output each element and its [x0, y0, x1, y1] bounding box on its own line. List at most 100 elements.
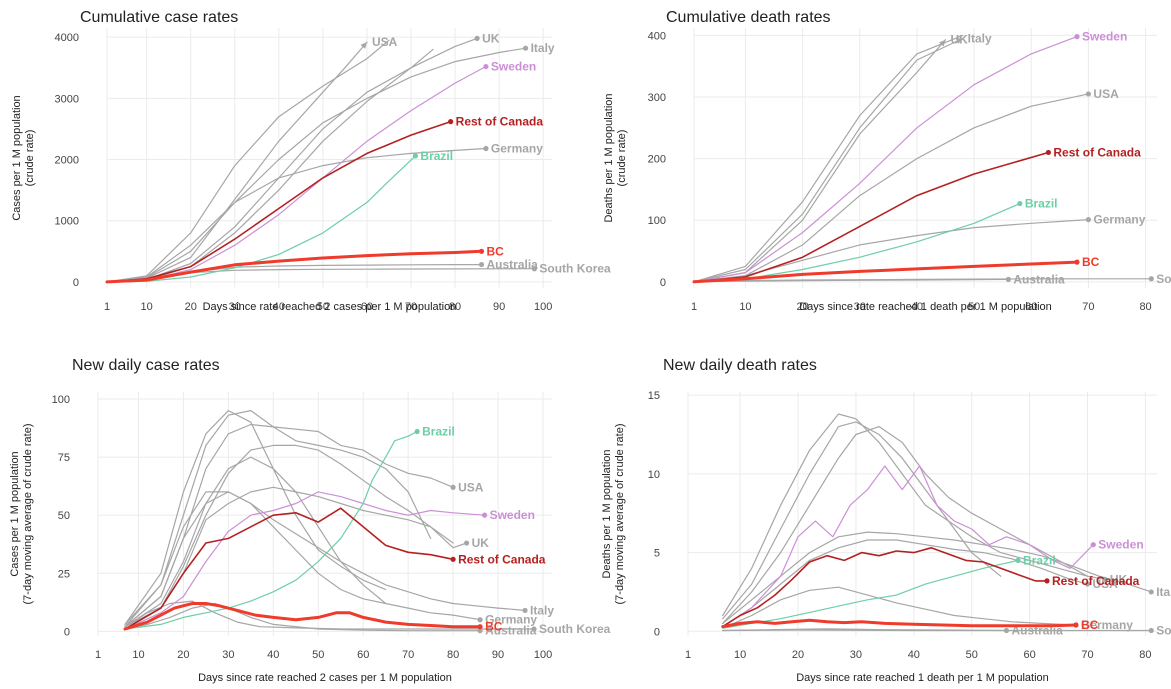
- series-end-point: [414, 428, 420, 435]
- series-end-point: [522, 607, 528, 614]
- chart-panel-1: 0 1000 2000 3000 4000 1 10 20 30 40 50 60 70 80 90 100 C…: [11, 9, 611, 313]
- series-line-australia: [693, 278, 1010, 283]
- x-tick-label: 40: [267, 649, 279, 661]
- y-tick-label: 400: [648, 30, 666, 42]
- series-end-point: [1090, 542, 1096, 548]
- series-line: [106, 39, 390, 283]
- x-axis-label: Days since rate reached 1 death per 1 M …: [796, 672, 1049, 684]
- series-line-italy: [693, 37, 964, 283]
- series-line: [124, 456, 387, 628]
- series-end-point: [1085, 217, 1092, 223]
- y-tick-label: 1000: [55, 216, 79, 228]
- y-tick-label: 0: [73, 277, 79, 289]
- series-line: [722, 421, 1002, 620]
- series-line-bc: [692, 260, 1079, 284]
- series-end-point: [448, 119, 454, 125]
- series-label-south-korea: South Korea: [1156, 623, 1171, 637]
- series-label-south-korea: South Korea: [539, 262, 611, 276]
- series-line-bc: [123, 602, 482, 631]
- x-tick-label: 90: [493, 301, 505, 313]
- x-axis-label: Days since rate reached 1 death per 1 M …: [799, 301, 1052, 313]
- series-end-point: [1085, 91, 1092, 97]
- series-line-south-korea: [124, 600, 535, 630]
- y-tick-label: 100: [648, 215, 666, 227]
- series-label-australia: Australia: [1013, 272, 1065, 286]
- series-label-bc: BC: [485, 620, 503, 634]
- series-label-uk: UK: [482, 31, 500, 45]
- y-axis-label-line: Cases per 1 M population: [11, 95, 23, 220]
- series-end-point: [450, 484, 456, 490]
- series-line: [124, 410, 432, 628]
- x-tick-label: 60: [1023, 649, 1035, 661]
- series-label-australia: Australia: [485, 624, 537, 638]
- series-label-germany: Germany: [491, 142, 543, 156]
- series-line: [693, 34, 964, 283]
- x-tick-label: 100: [534, 301, 552, 313]
- series-label-bc: BC: [1081, 618, 1099, 632]
- y-tick-label: 5: [654, 548, 660, 560]
- series-line: [106, 48, 434, 283]
- series-line-ital: [722, 531, 1152, 625]
- series-line-rest-of-canada: [106, 120, 452, 283]
- x-tick-label: 80: [449, 301, 461, 313]
- series-label-italy: Italy: [530, 603, 554, 617]
- series-end-point: [1148, 276, 1154, 282]
- series-label-brazil: Brazil: [422, 425, 455, 439]
- x-tick-label: 60: [1025, 301, 1037, 313]
- x-tick-label: 50: [317, 301, 329, 313]
- series-line: [722, 413, 1089, 617]
- series-arrowhead: [360, 42, 367, 49]
- series-end-point: [1148, 627, 1154, 634]
- series-label-sweden: Sweden: [490, 508, 535, 522]
- series-end-point: [477, 617, 483, 623]
- x-axis-label: Days since rate reached 2 cases per 1 M …: [203, 301, 457, 313]
- series-line-brazil: [124, 430, 418, 630]
- series-label-italy: Italy: [968, 31, 992, 45]
- y-tick-label: 2000: [55, 155, 79, 167]
- series-line-germany: [722, 586, 1077, 629]
- y-tick-label: 75: [58, 452, 70, 464]
- series-line-sweden: [124, 491, 486, 630]
- y-tick-label: 0: [64, 626, 70, 638]
- y-axis-label-line: Deaths per 1 M population: [603, 93, 615, 222]
- series-line-bc: [721, 618, 1078, 629]
- series-line-rest-of-canada: [721, 546, 1048, 628]
- y-tick-label: 50: [58, 510, 70, 522]
- y-tick-label: 15: [648, 390, 660, 402]
- series-label-rest-of-canada: Rest of Canada: [456, 115, 544, 129]
- series-line-south-korea: [722, 629, 1152, 632]
- series-label-bc: BC: [1082, 255, 1100, 269]
- x-tick-label: 20: [185, 301, 197, 313]
- y-tick-label: 200: [648, 154, 666, 166]
- series-label-rest-of-canada: Rest of Canada: [1053, 145, 1141, 159]
- series-line-germany: [124, 491, 481, 628]
- series-label-germany: Germany: [485, 613, 537, 627]
- y-tick-label: 300: [648, 92, 666, 104]
- x-tick-label: 60: [361, 301, 373, 313]
- y-axis-label-line: Deaths per 1 M population: [601, 449, 613, 578]
- series-label-usa: USA: [1093, 577, 1119, 591]
- y-axis-label-line: (7-day moving average of crude rate): [614, 424, 626, 605]
- series-line-bc: [105, 249, 483, 284]
- chart-panel-2: 0 100 200 300 400 1 10 20 30 40 50 60 70 80 Cumulative…: [603, 9, 1171, 313]
- series-label-germany: Germany: [1081, 618, 1133, 632]
- x-tick-label: 60: [357, 649, 369, 661]
- y-axis-label-line: Cases per 1 M population: [9, 451, 21, 576]
- y-tick-label: 4000: [55, 32, 79, 44]
- y-axis-label: Deaths per 1 M population(7-day moving a…: [601, 424, 626, 605]
- series-label-rest-of-canada: Rest of Canada: [1052, 574, 1140, 588]
- panel-title: New daily death rates: [663, 357, 817, 374]
- x-tick-label: 50: [312, 649, 324, 661]
- series-line-usa: [106, 41, 368, 283]
- x-tick-label: 80: [1139, 301, 1151, 313]
- series-line-italy: [106, 47, 527, 283]
- y-tick-label: 100: [52, 394, 70, 406]
- series-end-point: [481, 512, 488, 518]
- series-end-point: [478, 248, 485, 254]
- x-tick-label: 80: [447, 649, 459, 661]
- x-tick-label: 20: [792, 649, 804, 661]
- series-line-sweden: [693, 35, 1078, 283]
- series-label-brazil: Brazil: [1023, 553, 1056, 567]
- series-label-south-korea: South Korea: [539, 622, 611, 636]
